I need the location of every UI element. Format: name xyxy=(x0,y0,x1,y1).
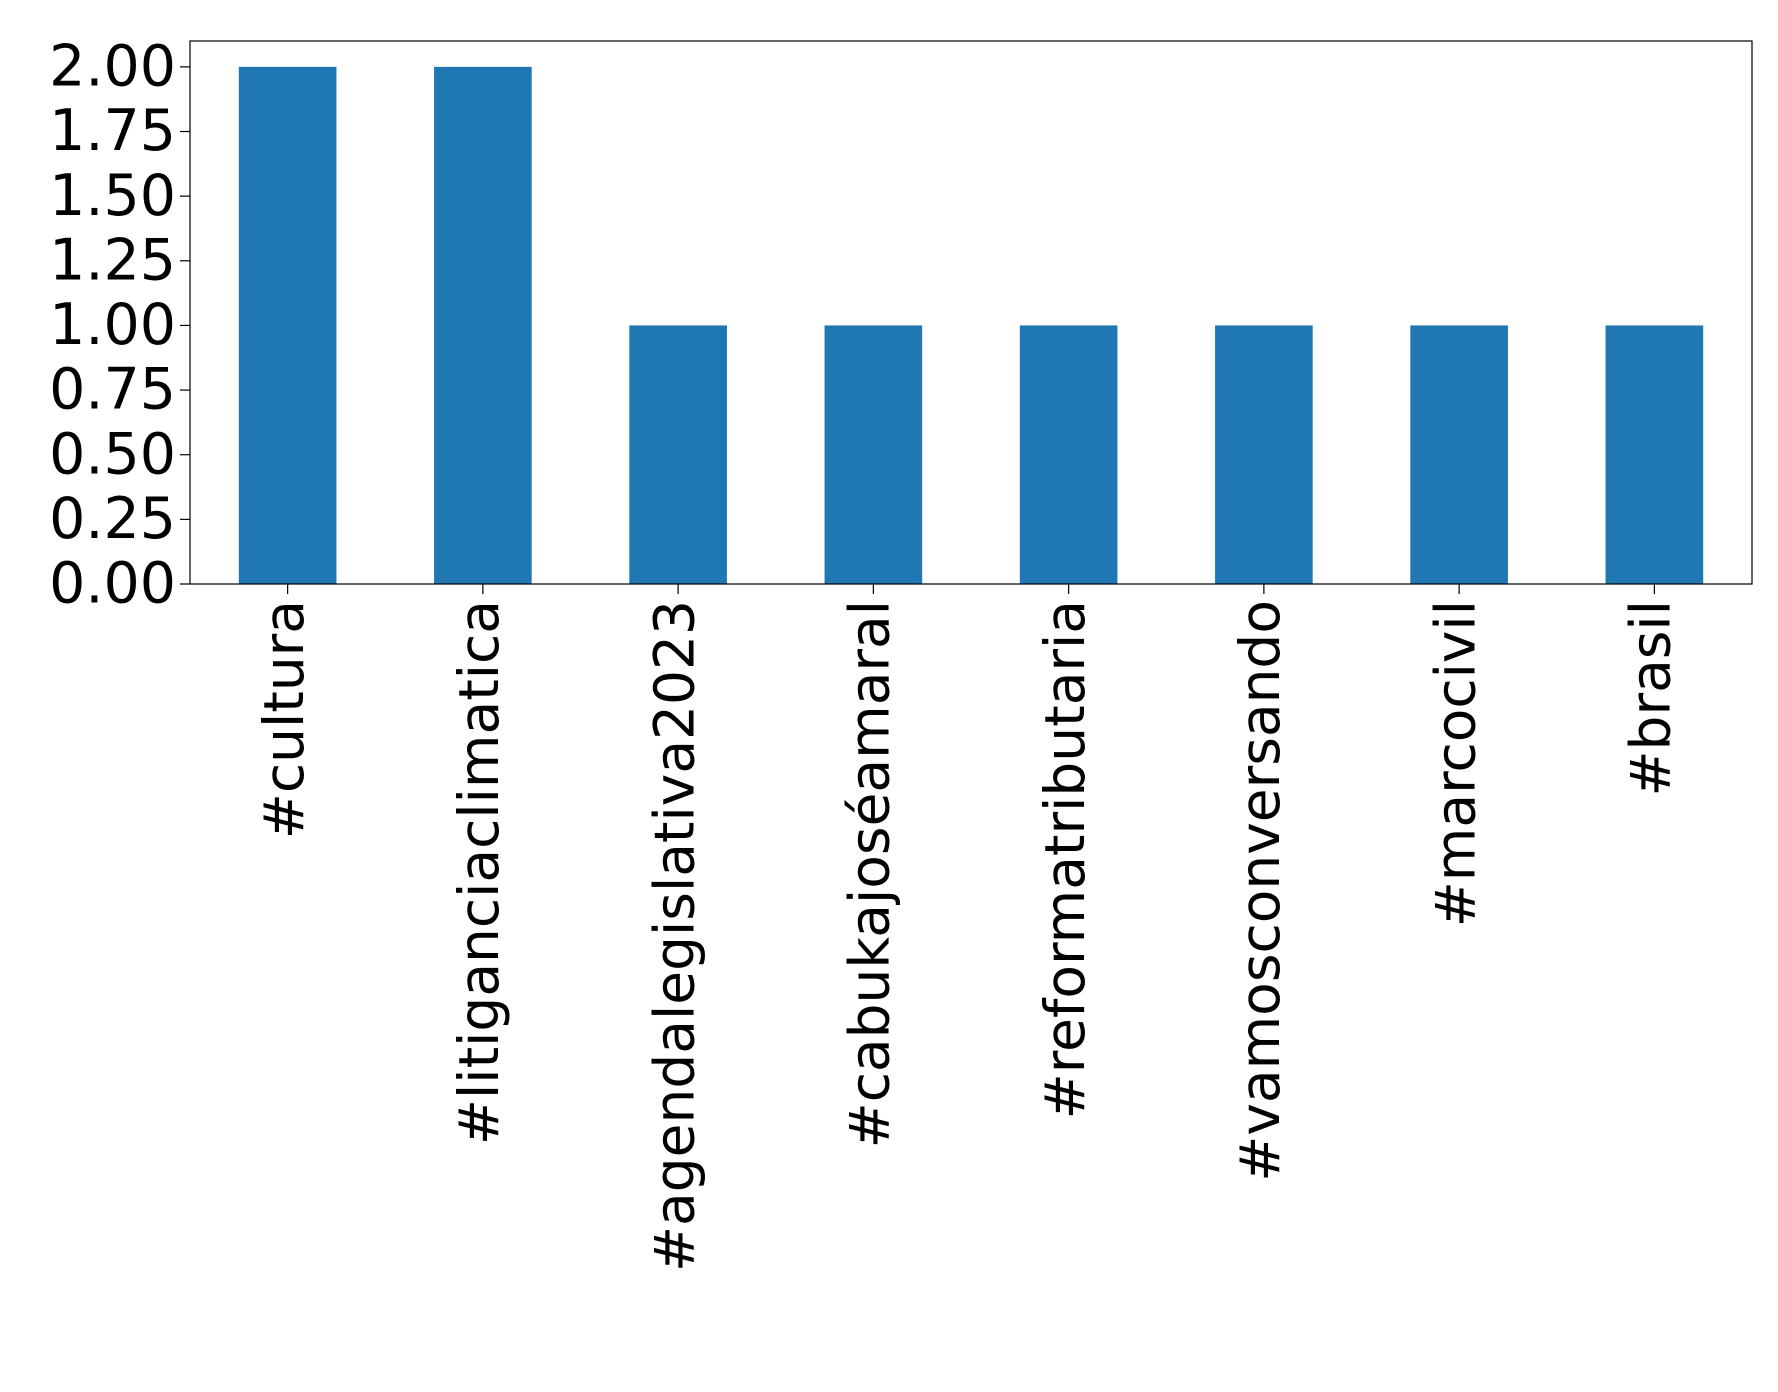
y-tick-label: 2.00 xyxy=(49,33,176,99)
bar xyxy=(629,325,727,584)
y-tick-label: 0.00 xyxy=(49,551,176,617)
y-tick-label: 1.50 xyxy=(49,163,176,229)
y-tick-label: 0.50 xyxy=(49,421,176,487)
x-tick-label: #litiganciaclimatica xyxy=(447,600,511,1145)
bar xyxy=(238,66,337,585)
y-tick-label: 1.25 xyxy=(49,227,176,293)
x-tick-label: #cabukajoséamaral xyxy=(838,600,902,1148)
x-tick-label: #brasil xyxy=(1619,600,1683,797)
plot-frame xyxy=(189,40,1753,585)
bar xyxy=(434,66,532,585)
x-tick-label: #cultura xyxy=(252,600,316,839)
y-tick-label: 1.00 xyxy=(49,292,176,358)
bar xyxy=(1215,325,1313,584)
bar xyxy=(1019,325,1118,584)
y-tick-label: 1.75 xyxy=(49,98,176,164)
x-tick-label: #marcocivil xyxy=(1423,600,1487,927)
bar xyxy=(1605,325,1704,584)
bar xyxy=(824,325,923,584)
x-tick-label: #reformatributaria xyxy=(1033,600,1097,1119)
y-tick-label: 0.25 xyxy=(49,486,176,552)
y-tick-label: 0.75 xyxy=(49,357,176,423)
x-tick-label: #vamosconversando xyxy=(1228,600,1292,1182)
x-tick-label: #agendalegislativa2023 xyxy=(642,600,706,1272)
bar xyxy=(1410,325,1508,584)
